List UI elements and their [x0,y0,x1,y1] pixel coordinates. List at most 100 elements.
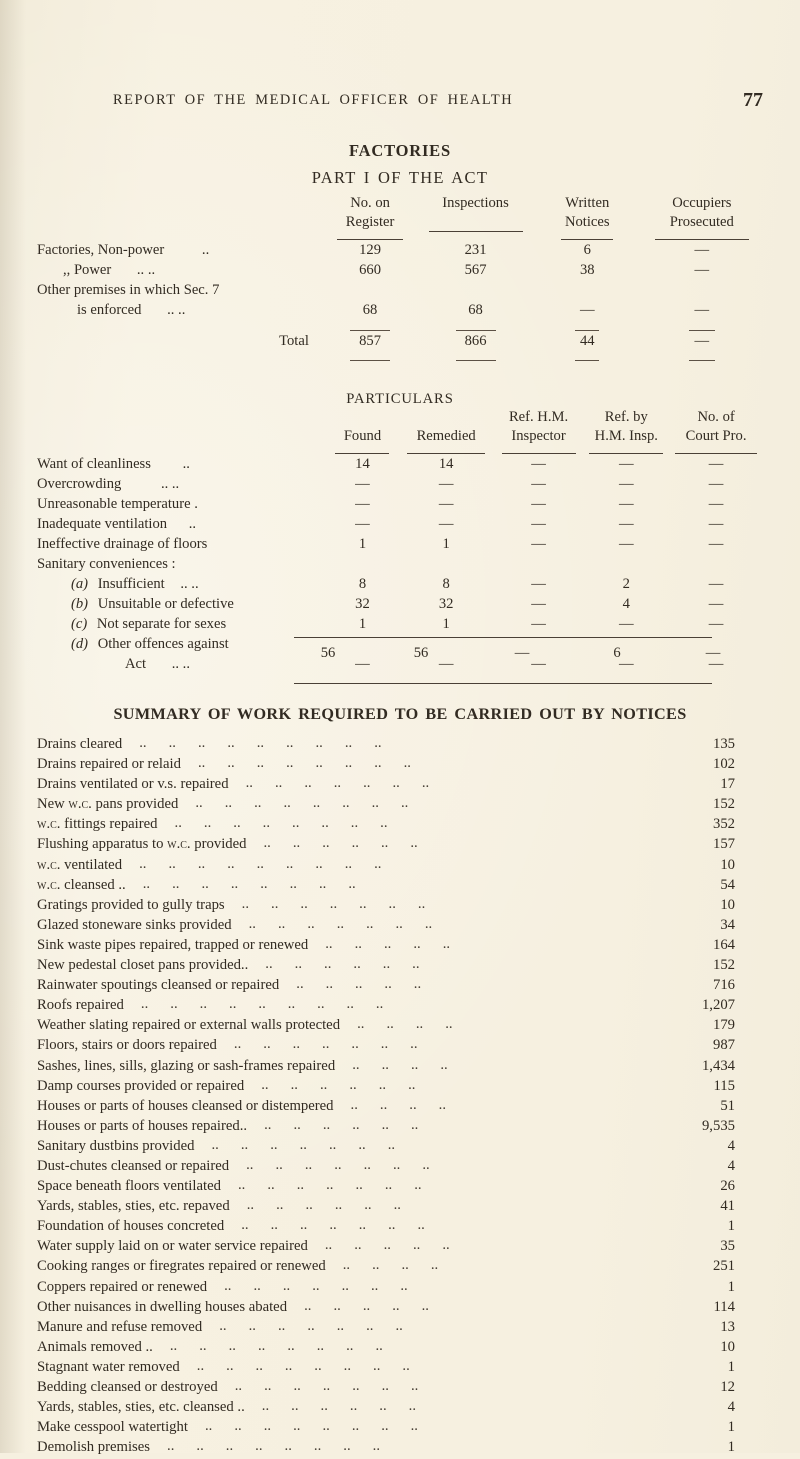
summary-row-label: Drains cleared [37,736,123,752]
rule-under-hm-insp [589,453,664,454]
summary-row-value: 1 [727,1278,735,1295]
summary-row-value: 13 [720,1318,735,1335]
summary-row: Other nuisances in dwelling houses abate… [37,1298,763,1319]
summary-row-value: 251 [712,1258,735,1275]
summary-row-label: Sink waste pipes repaired, trapped or re… [37,936,309,953]
summary-row-label: Roofs repaired [37,997,124,1014]
table-particulars: Ref. H.M. Ref. by No. of Found Remedied … [37,408,763,674]
summary-row-value: 4 [727,1157,735,1174]
page-number: 77 [743,89,763,111]
cell-ref-by: — [618,476,634,492]
rule-under-found [335,453,390,454]
summary-row-value: 1 [727,1419,735,1436]
total-inspections: 866 [464,333,487,349]
heading-particulars: PARTICULARS [346,391,454,407]
cell-court: — [708,616,724,632]
total-ref-inspector: — [514,645,530,661]
rule-under-register [337,239,404,240]
summary-row-label: Animals removed .. [37,1338,153,1355]
cell-court: — [708,456,724,472]
cell-ref-by: — [618,616,634,632]
cell-ref-by: — [618,536,634,552]
cell-ref-inspector: — [531,536,546,552]
cell-found: 14 [355,456,370,472]
cell-ref-inspector: — [531,576,546,592]
cell-ref-by: 2 [622,576,630,592]
table-row: (a) Insufficient .. .. 8 8 — 2 — [37,574,763,594]
summary-row-label: Rainwater spoutings cleansed or repaired [37,977,280,994]
total-ref-by: 6 [613,645,621,661]
summary-row-label: Demolish premises [37,1439,150,1456]
rule-under-inspector [501,453,576,454]
leader-dots: .. .. .. .. [339,1096,458,1113]
summary-row-label: Sashes, lines, sills, glazing or sash-fr… [37,1057,336,1074]
summary-row-value: 41 [720,1198,735,1215]
particulars-header-line2: Found Remedied Inspector H.M. Insp. Cour… [37,427,763,446]
summary-row: New w.c. pans provided .. .. .. .. .. ..… [37,795,763,816]
cell-inspections: 567 [464,262,487,278]
total-remedied: 56 [413,645,429,661]
leader-dots: .. [182,456,190,472]
col-header-inspector: Inspector [511,428,566,444]
row-label: Not separate for sexes [96,616,227,632]
table-row: Ineffective drainage of floors 1 1 — — — [37,534,763,554]
heading-part-one: PART I OF THE ACT [311,168,489,187]
table-header-row-line2: Register Notices Prosecuted [37,213,763,232]
row-label: Ineffective drainage of floors [37,536,208,552]
table-header-row-line1: No. on Inspections Written Occupiers [37,194,763,213]
summary-row: Yards, stables, sties, etc. repaved .. .… [37,1197,763,1218]
rule-below-total-register [350,360,391,361]
table-row: Want of cleanliness .. 14 14 — — — [37,454,763,474]
summary-row-value: 51 [720,1097,735,1114]
summary-row-label: Dust-chutes cleansed or repaired [37,1157,230,1174]
col-header-prosecuted-line2: Prosecuted [669,214,734,230]
summary-row: Animals removed .. .. .. .. .. .. .. .. … [37,1338,763,1359]
summary-row: Coppers repaired or renewed .. .. .. .. … [37,1278,763,1299]
summary-row-label: Foundation of houses concreted [37,1218,225,1235]
rule-above-total-notices [575,330,600,331]
col-header-notices-line2: Notices [564,214,610,230]
col-header-court-pro: Court Pro. [685,428,747,444]
summary-row-label: Weather slating repaired or external wal… [37,1017,341,1034]
summary-row-value: 102 [712,756,735,773]
table-total-row: Total 857 866 44 — [37,331,763,351]
summary-row-label: Water supply laid on or water service re… [37,1238,308,1255]
summary-row-label: Drains repaired or relaid [37,756,181,773]
summary-row-label: Space beneath floors ventilated [37,1178,221,1195]
leader-dots: .. .. .. .. .. .. .. [230,895,437,912]
total-court: — [705,645,721,661]
cell-court: — [708,596,724,612]
cell-ref-by: — [618,456,634,472]
col-header-remedied-line1 [399,408,494,427]
summary-row-value: 987 [712,1037,735,1054]
cell-prosecuted: — [694,302,710,318]
cell-found: — [355,496,370,512]
summary-row-value: 135 [712,736,735,752]
leader-dots: .. .. .. .. [341,1056,459,1073]
row-label: Other premises in which Sec. 7 [37,282,220,298]
rule-below-total-prosecuted [688,360,715,361]
cell-remedied: 1 [442,616,450,632]
summary-row-value: 1 [727,1439,735,1456]
summary-row-value: 54 [720,876,735,893]
summary-row-value: 114 [713,1298,736,1315]
summary-row-value: 35 [720,1238,735,1255]
summary-row-label: Drains ventilated or v.s. repaired [37,776,229,793]
rule-above-total-register [350,330,391,331]
cell-notices: 38 [579,262,595,278]
summary-of-work-list: Drains cleared .. .. .. .. .. .. .. .. .… [37,735,763,1459]
col-header-prosecuted-line1: Occupiers [672,195,732,211]
cell-court: — [708,536,724,552]
leader-dots: .. .. .. .. .. .. .. .. [163,815,399,832]
row-label: Want of cleanliness [37,456,151,472]
row-label: Inadequate ventilation [37,516,168,532]
leader-dots: .. .. [171,656,190,672]
rule-under-notices [561,239,614,240]
leader-dots: .. .. .. .. .. [314,935,462,952]
summary-row-label: Sanitary dustbins provided [37,1137,195,1154]
summary-row-value: 1,434 [701,1057,735,1074]
summary-row-value: 1 [727,1218,735,1235]
rule-below-total-inspections [455,360,496,361]
row-label: Insufficient [97,576,165,592]
summary-row: Bedding cleansed or destroyed .. .. .. .… [37,1378,763,1399]
